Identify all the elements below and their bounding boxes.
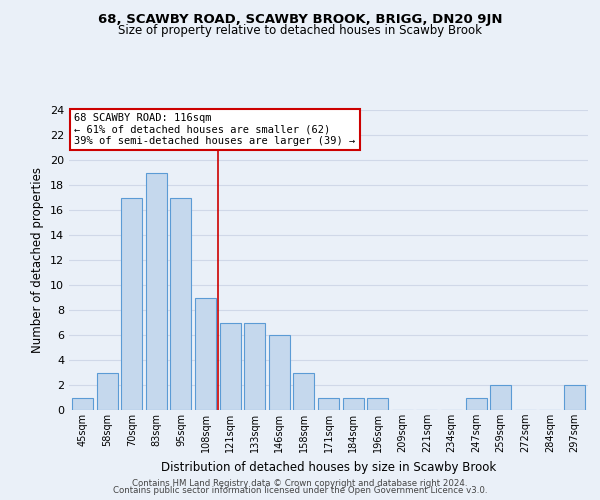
Bar bbox=[367, 398, 388, 410]
Text: Contains public sector information licensed under the Open Government Licence v3: Contains public sector information licen… bbox=[113, 486, 487, 495]
Bar bbox=[195, 298, 216, 410]
Bar bbox=[343, 398, 364, 410]
Bar bbox=[490, 385, 511, 410]
Bar bbox=[269, 335, 290, 410]
Bar bbox=[293, 372, 314, 410]
Bar bbox=[220, 322, 241, 410]
Text: 68, SCAWBY ROAD, SCAWBY BROOK, BRIGG, DN20 9JN: 68, SCAWBY ROAD, SCAWBY BROOK, BRIGG, DN… bbox=[98, 12, 502, 26]
Bar bbox=[564, 385, 585, 410]
Text: 68 SCAWBY ROAD: 116sqm
← 61% of detached houses are smaller (62)
39% of semi-det: 68 SCAWBY ROAD: 116sqm ← 61% of detached… bbox=[74, 113, 355, 146]
Bar bbox=[97, 372, 118, 410]
Bar bbox=[170, 198, 191, 410]
Bar bbox=[244, 322, 265, 410]
Bar bbox=[466, 398, 487, 410]
Bar bbox=[72, 398, 93, 410]
X-axis label: Distribution of detached houses by size in Scawby Brook: Distribution of detached houses by size … bbox=[161, 460, 496, 473]
Y-axis label: Number of detached properties: Number of detached properties bbox=[31, 167, 44, 353]
Text: Contains HM Land Registry data © Crown copyright and database right 2024.: Contains HM Land Registry data © Crown c… bbox=[132, 478, 468, 488]
Text: Size of property relative to detached houses in Scawby Brook: Size of property relative to detached ho… bbox=[118, 24, 482, 37]
Bar bbox=[318, 398, 339, 410]
Bar bbox=[146, 172, 167, 410]
Bar bbox=[121, 198, 142, 410]
